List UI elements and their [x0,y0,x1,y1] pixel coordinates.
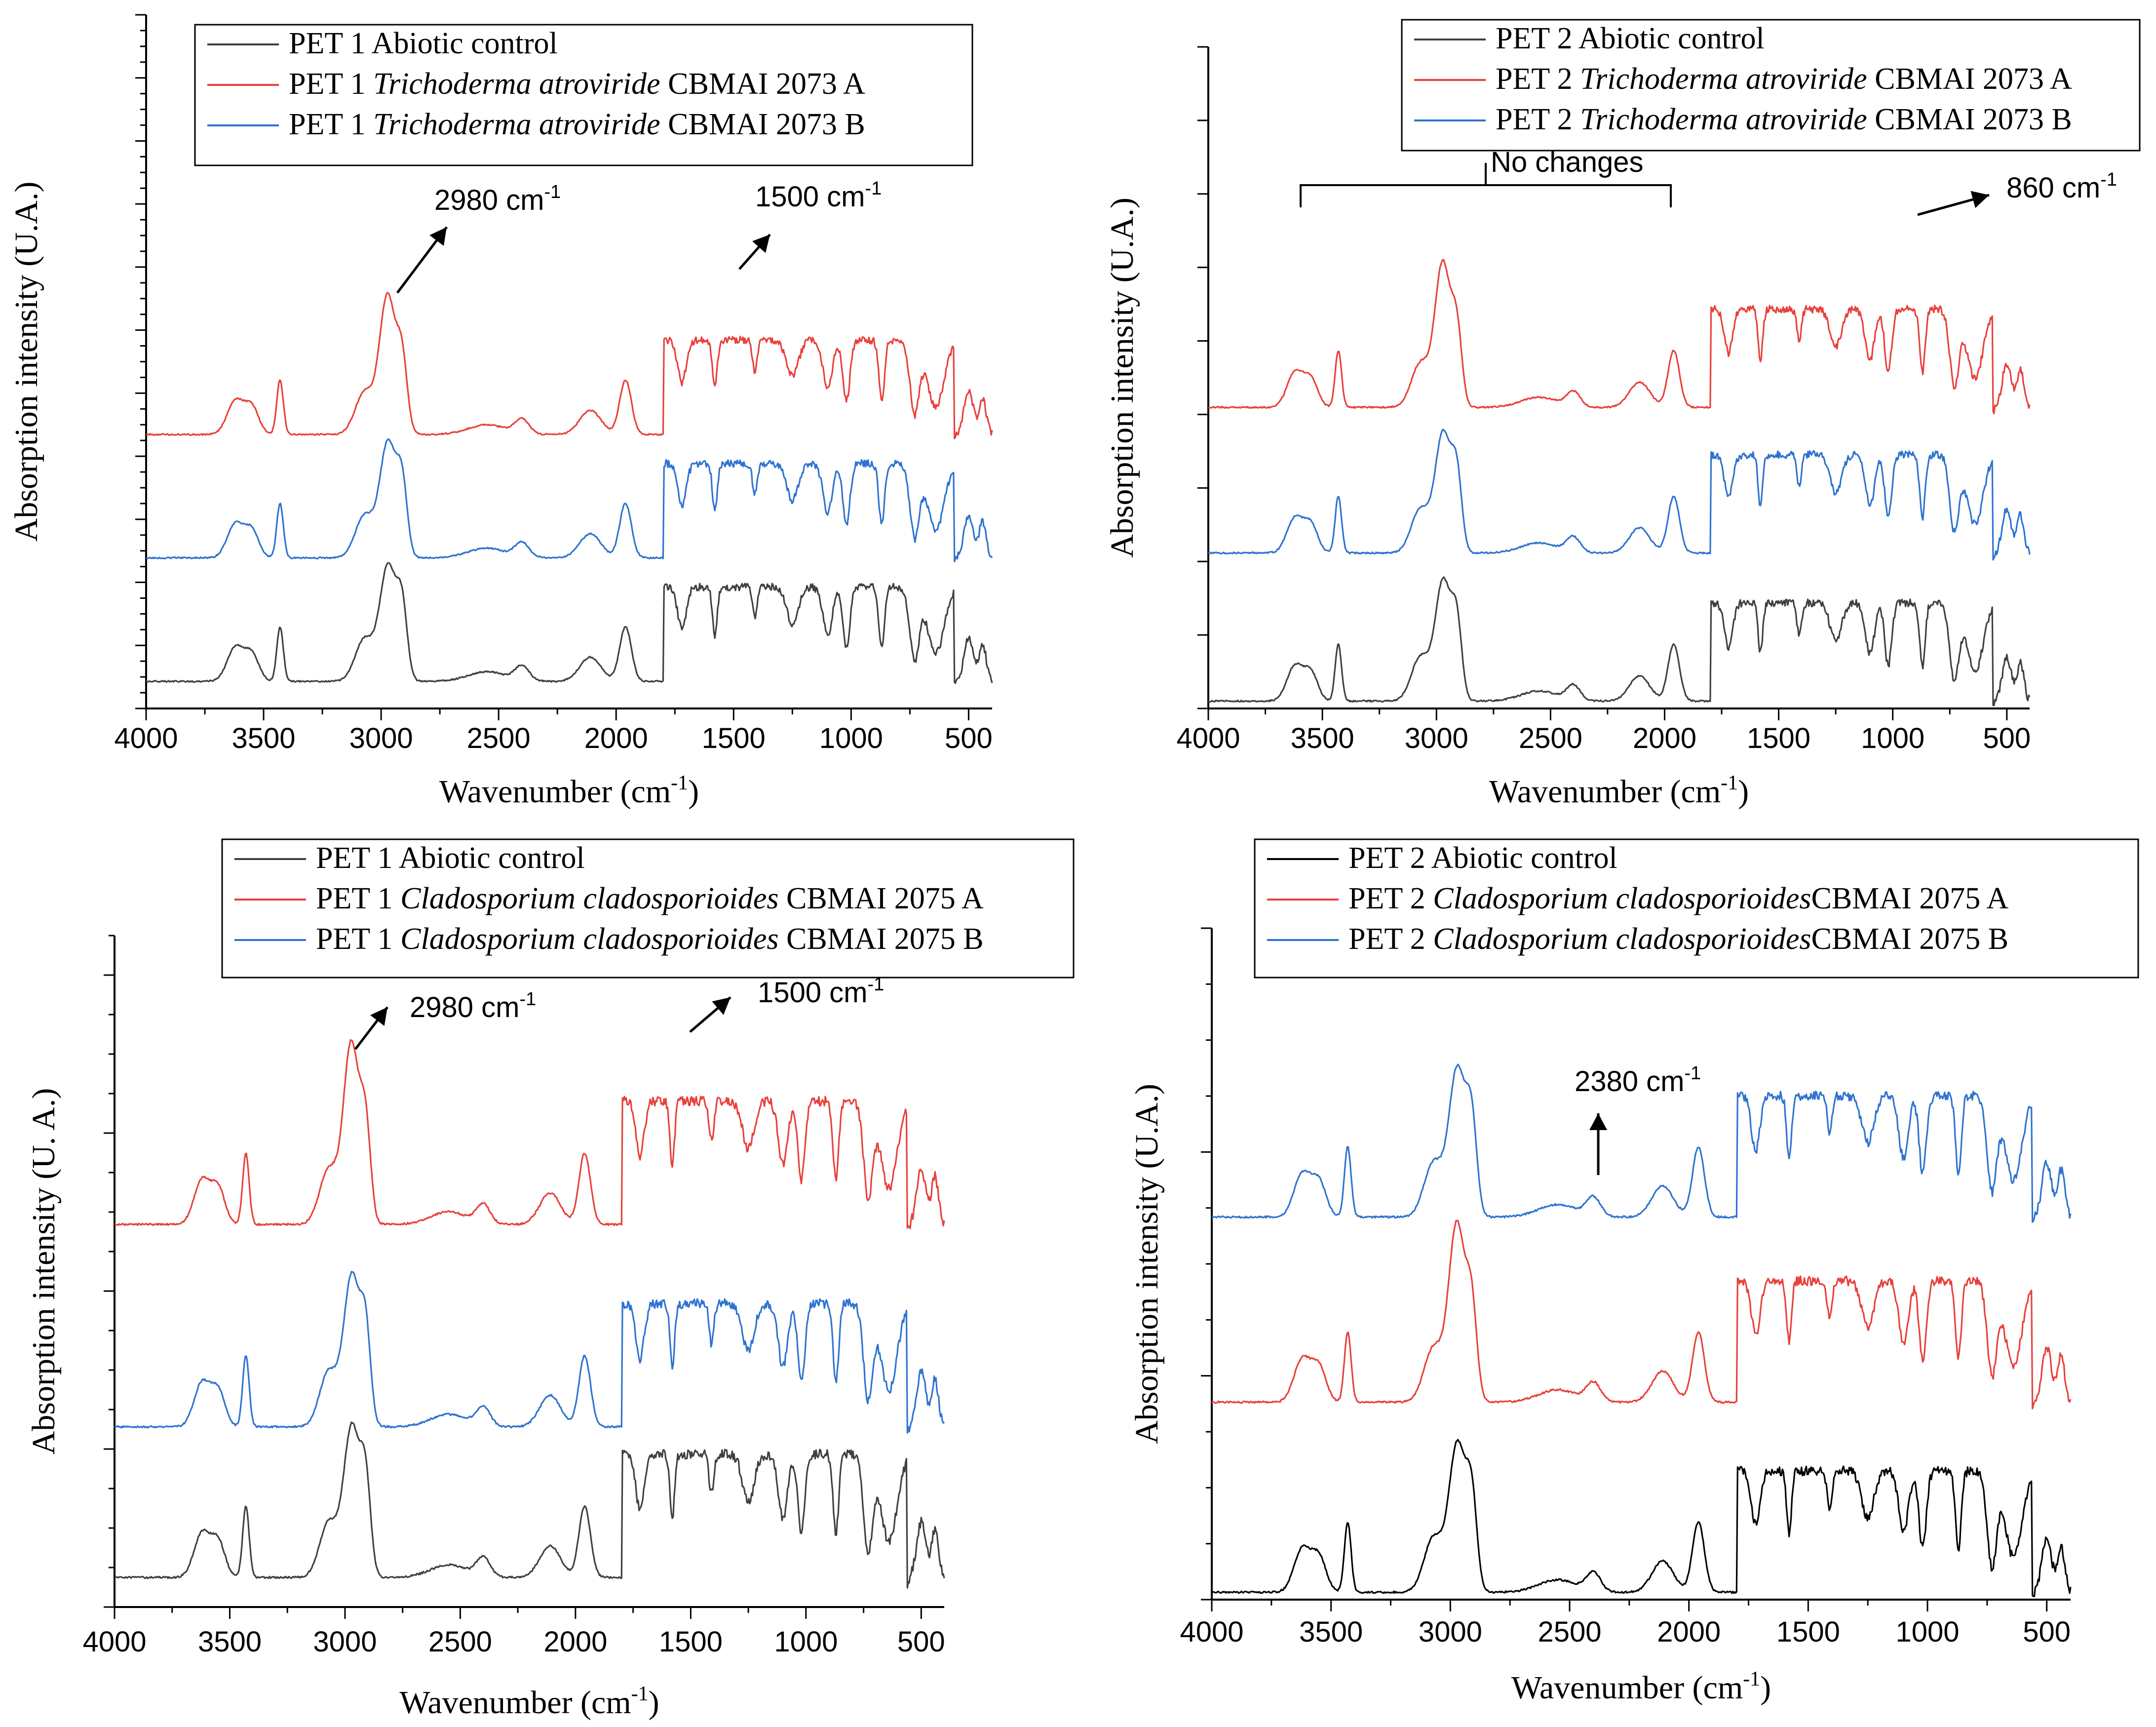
legend-entry: PET 1 Abiotic control [289,27,558,60]
annotation-text: No changes [1491,146,1644,178]
x-tick-label: 1500 [702,722,766,754]
x-tick-label: 500 [897,1626,945,1658]
y-axis-label: Absorption intensity (U.A.) [1104,197,1140,558]
y-axis-label: Absorption intensity (U. A.) [26,1088,62,1454]
legend-box [1401,19,2141,152]
series-line-3 [114,1271,945,1434]
series-line-2 [1211,1219,2072,1410]
x-tick-label: 1500 [1776,1616,1840,1648]
legend-entry: PET 1 Cladosporium cladosporioides CBMAI… [316,922,984,956]
x-axis-label: Wavenumber (cm-1) [439,772,699,810]
annotation-text: 860 cm-1 [2006,169,2117,204]
legend-box [1254,838,2139,979]
legend-entry: PET 2 Cladosporium cladosporioidesCBMAI … [1348,922,2008,956]
legend-entry: PET 1 Abiotic control [316,841,585,875]
x-tick-label: 3500 [232,722,296,754]
series-line-1 [1207,576,2031,706]
annotation-text: 2980 cm-1 [434,182,561,216]
series-line-3 [146,438,993,562]
x-tick-label: 3000 [313,1626,377,1658]
annotation-arrowhead [1589,1113,1607,1130]
series-line-1 [114,1421,945,1589]
annotation-text: 1500 cm-1 [755,178,882,213]
x-tick-label: 1000 [774,1626,838,1658]
no-changes-brace [1300,163,1672,207]
x-tick-label: 3500 [1299,1616,1363,1648]
legend-entry: PET 2 Trichoderma atroviride CBMAI 2073 … [1496,103,2072,136]
series-line-1 [1211,1439,2072,1597]
series-line-3 [1208,429,2031,561]
x-tick-label: 500 [945,722,993,754]
series-line-2 [1208,259,2031,415]
annotation-arrowhead [370,1007,387,1026]
annotation-text: 2380 cm-1 [1575,1063,1701,1098]
x-tick-label: 2500 [428,1626,492,1658]
x-axis-label: Wavenumber (cm-1) [1511,1668,1771,1706]
series-line-2 [114,1039,945,1229]
legend-entry: PET 2 Cladosporium cladosporioidesCBMAI … [1348,882,2008,915]
x-tick-label: 1000 [1861,722,1925,754]
x-tick-label: 2000 [543,1626,607,1658]
x-tick-label: 500 [2023,1616,2071,1648]
x-tick-label: 4000 [114,722,178,754]
legend-entry: PET 1 Trichoderma atroviride CBMAI 2073 … [289,67,865,101]
x-tick-label: 500 [1983,722,2031,754]
x-tick-label: 3500 [1291,722,1354,754]
x-axis-label: Wavenumber (cm-1) [1489,772,1749,810]
y-axis-label: Absorption intensity (U.A.) [1129,1084,1165,1444]
y-axis-label: Absorption intensity (U.A.) [8,182,44,542]
legend-entry: PET 2 Abiotic control [1348,841,1617,875]
legend-box [194,24,973,166]
annotation-arrowhead [712,997,731,1015]
series-line-3 [1211,1063,2072,1223]
x-tick-label: 3000 [1405,722,1468,754]
annotation-text: 2980 cm-1 [410,989,536,1023]
legend-entry: PET 1 Trichoderma atroviride CBMAI 2073 … [289,108,865,141]
chart-panel-2: 4000 3500 3000 2500 2000 1500 1000 500 Wavenumbe… [1104,19,2141,810]
chart-panel-3: 4000 3500 3000 2500 2000 1500 1000 500 Wavenumbe… [26,838,1075,1721]
x-tick-label: 1000 [1895,1616,1959,1648]
x-tick-label: 2000 [584,722,648,754]
x-tick-label: 3000 [1419,1616,1482,1648]
x-tick-label: 2500 [467,722,531,754]
annotation-arrowhead [1970,191,1989,208]
annotation-text: 1500 cm-1 [758,974,884,1009]
legend-entry: PET 2 Abiotic control [1496,22,1765,55]
series-line-2 [146,292,993,439]
x-axis-label: Wavenumber (cm-1) [399,1683,659,1721]
x-tick-label: 1500 [1747,722,1810,754]
chart-panel-1: 4000 3500 3000 2500 2000 1500 1000 500 Wavenumbe… [8,14,993,810]
legend-entry: PET 1 Cladosporium cladosporioides CBMAI… [316,882,984,915]
x-tick-label: 1000 [819,722,883,754]
x-tick-label: 2500 [1538,1616,1601,1648]
legend-box [221,838,1075,979]
series-line-1 [145,562,993,684]
x-tick-label: 3000 [349,722,413,754]
x-tick-label: 4000 [1176,722,1240,754]
chart-panel-4: 4000 3500 3000 2500 2000 1500 1000 500 Wavenumbe… [1129,838,2139,1706]
x-tick-label: 2000 [1657,1616,1721,1648]
x-tick-label: 4000 [82,1626,146,1658]
annotation-arrowhead [429,227,447,246]
x-tick-label: 2000 [1633,722,1696,754]
x-tick-label: 3500 [198,1626,262,1658]
x-tick-label: 1500 [659,1626,723,1658]
x-tick-label: 4000 [1180,1616,1243,1648]
x-tick-label: 2500 [1519,722,1582,754]
legend-entry: PET 2 Trichoderma atroviride CBMAI 2073 … [1496,62,2072,96]
annotation-arrowhead [752,235,770,253]
